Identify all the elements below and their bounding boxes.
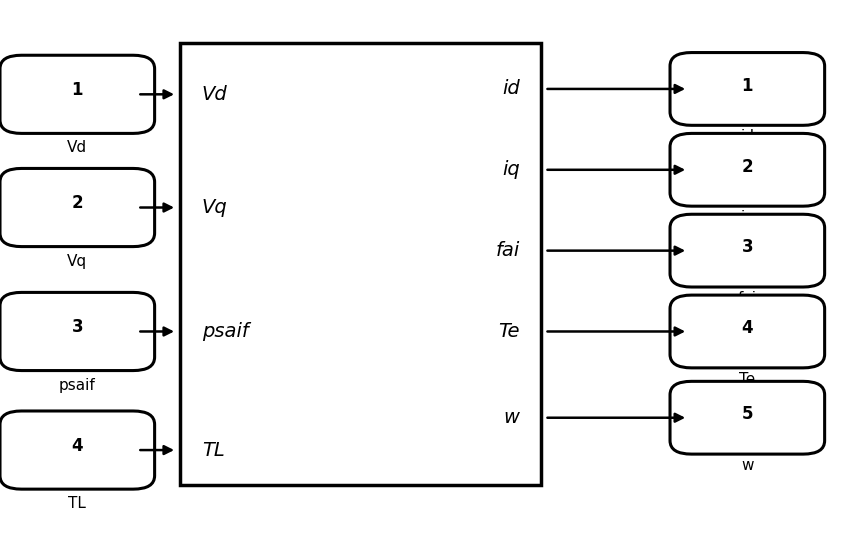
Text: fai: fai bbox=[496, 241, 520, 260]
Text: id: id bbox=[502, 79, 520, 99]
FancyBboxPatch shape bbox=[180, 43, 541, 485]
Text: w: w bbox=[503, 408, 520, 427]
Text: 3: 3 bbox=[71, 318, 83, 336]
Text: psaif: psaif bbox=[59, 377, 95, 392]
Text: id: id bbox=[740, 129, 754, 144]
Text: Te: Te bbox=[498, 322, 520, 341]
FancyBboxPatch shape bbox=[670, 295, 825, 368]
Text: fai: fai bbox=[738, 291, 757, 306]
Text: 5: 5 bbox=[741, 405, 753, 424]
Text: w: w bbox=[741, 458, 753, 473]
Text: TL: TL bbox=[69, 496, 86, 511]
FancyBboxPatch shape bbox=[0, 168, 155, 247]
Text: TL: TL bbox=[202, 440, 224, 460]
Text: Vd: Vd bbox=[67, 141, 88, 155]
Text: 2: 2 bbox=[741, 157, 753, 176]
Text: 3: 3 bbox=[741, 238, 753, 257]
FancyBboxPatch shape bbox=[670, 133, 825, 206]
Text: 4: 4 bbox=[741, 319, 753, 337]
Text: Vd: Vd bbox=[202, 85, 228, 104]
FancyBboxPatch shape bbox=[670, 53, 825, 125]
Text: 2: 2 bbox=[71, 194, 83, 212]
FancyBboxPatch shape bbox=[0, 56, 155, 134]
FancyBboxPatch shape bbox=[0, 292, 155, 371]
Text: 1: 1 bbox=[71, 81, 83, 99]
Text: Te: Te bbox=[740, 372, 755, 386]
FancyBboxPatch shape bbox=[0, 411, 155, 489]
Text: 1: 1 bbox=[741, 77, 753, 95]
Text: Vq: Vq bbox=[67, 254, 88, 268]
Text: Vq: Vq bbox=[202, 198, 228, 217]
FancyBboxPatch shape bbox=[670, 214, 825, 287]
Text: iq: iq bbox=[740, 210, 754, 225]
FancyBboxPatch shape bbox=[670, 382, 825, 454]
Text: 4: 4 bbox=[71, 437, 83, 455]
Text: psaif: psaif bbox=[202, 322, 248, 341]
Text: iq: iq bbox=[502, 160, 520, 179]
